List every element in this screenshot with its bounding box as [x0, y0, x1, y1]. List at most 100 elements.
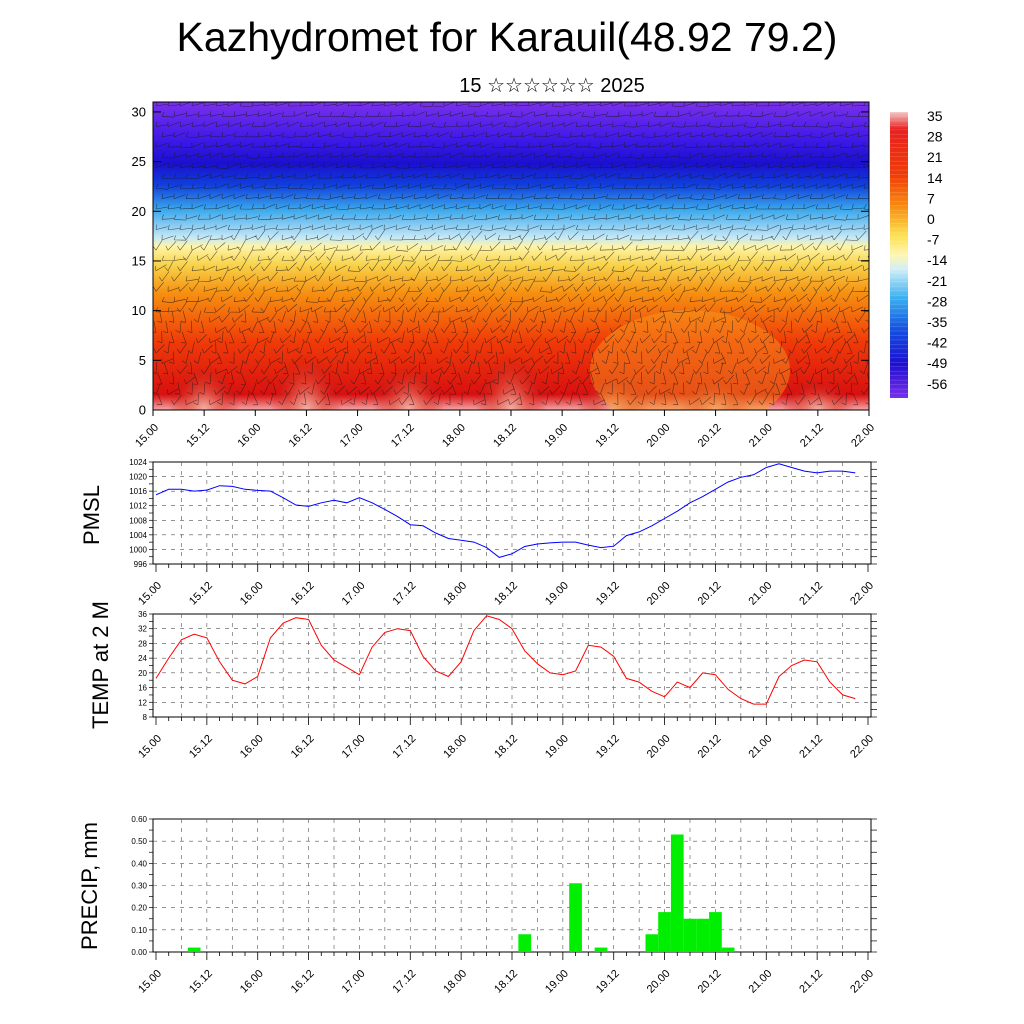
y-axis-label: PMSL [79, 485, 104, 545]
y-axis-label: PRECIP, mm [77, 822, 102, 950]
x-tick-label: 15.12 [187, 733, 215, 761]
y-tick-label: 36 [138, 610, 147, 619]
colorbar-label: 35 [927, 108, 943, 124]
x-tick-label: 20.12 [696, 968, 724, 996]
x-tick-label: 17.00 [338, 422, 366, 450]
x-tick-label: 20.00 [645, 733, 673, 761]
y-tick-label: 28 [138, 639, 147, 648]
x-tick-label: 21.00 [746, 580, 774, 608]
x-tick-label: 15.00 [136, 733, 164, 761]
x-tick-label: 17.12 [390, 968, 418, 996]
x-tick-label: 18.00 [441, 733, 469, 761]
precip-bar [569, 883, 582, 952]
y-tick-label: 0.50 [131, 837, 147, 846]
precip-bar [670, 834, 684, 952]
x-tick-label: 21.12 [797, 580, 825, 608]
cool-tongue [590, 310, 790, 410]
y-tick-label: 1000 [129, 545, 147, 554]
y-tick-label: 15 [132, 253, 146, 268]
y-tick-label: 1012 [129, 502, 147, 511]
colorbar-label: 28 [927, 129, 943, 145]
y-tick-label: 24 [138, 654, 147, 663]
x-tick-label: 19.00 [543, 580, 571, 608]
x-tick-label: 15.00 [136, 968, 164, 996]
y-tick-label: 5 [139, 353, 146, 368]
x-tick-label: 18.00 [440, 422, 468, 450]
x-tick-label: 19.12 [594, 968, 622, 996]
y-tick-label: 10 [132, 303, 146, 318]
colorbar-label: 21 [927, 149, 943, 165]
precip-bar [518, 934, 532, 952]
temperature-wind-cross-section: 0 5 10 15 20 25 30 15.00 15.12 16.00 16.12 17.00 17.… [132, 101, 877, 450]
x-tick-label: 20.00 [645, 968, 673, 996]
x-tick-label: 19.12 [593, 422, 621, 450]
x-tick-label: 16.00 [238, 968, 266, 996]
x-tick-label: 20.12 [696, 422, 724, 450]
y-tick-label: 20 [132, 204, 146, 219]
x-tick-label: 17.12 [390, 580, 418, 608]
y-tick-label: 30 [132, 104, 146, 119]
x-tick-label: 18.00 [441, 580, 469, 608]
warm-core-4 [577, 374, 650, 410]
x-tick-label: 20.00 [645, 580, 673, 608]
warm-core-0 [168, 364, 241, 410]
x-tick-label: 19.12 [594, 733, 622, 761]
precip-bar [683, 918, 697, 952]
colorbar-label: -21 [927, 273, 947, 289]
colorbar-label: 0 [927, 211, 935, 227]
y-tick-label: 0.00 [131, 948, 147, 957]
y-tick-label: 25 [132, 154, 146, 169]
precip-bar [696, 918, 710, 952]
x-tick-label: 17.00 [340, 968, 368, 996]
x-tick-label: 19.00 [543, 733, 571, 761]
x-tick-label: 22.00 [848, 733, 876, 761]
x-tick-label: 21.12 [797, 733, 825, 761]
y-tick-label: 1024 [129, 458, 147, 467]
x-tick-label: 17.12 [390, 733, 418, 761]
pmsl-line [155, 463, 856, 558]
colorbar-label: 7 [927, 190, 935, 206]
x-tick-label: 16.00 [238, 733, 266, 761]
pmsl-panel: 996 1000 1004 1008 1012 1016 1020 1024 15.00 15.1… [79, 458, 877, 608]
y-axis-label: TEMP at 2 M [88, 601, 113, 729]
y-tick-label: 16 [138, 684, 147, 693]
x-tick-label: 18.12 [491, 422, 519, 450]
y-tick-label: 1004 [129, 531, 147, 540]
x-tick-label: 16.00 [235, 422, 263, 450]
y-tick-label: 0.30 [131, 882, 147, 891]
x-tick-label: 22.00 [849, 422, 877, 450]
x-tick-label: 16.00 [238, 580, 266, 608]
x-tick-label: 19.00 [542, 422, 570, 450]
x-tick-label: 21.12 [797, 968, 825, 996]
y-tick-label: 0.10 [131, 926, 147, 935]
x-tick-label: 16.12 [287, 422, 315, 450]
plot-area-fill [153, 102, 869, 410]
x-tick-label: 18.12 [492, 968, 520, 996]
y-tick-label: 20 [138, 669, 147, 678]
x-tick-label: 16.12 [289, 580, 317, 608]
y-tick-label: 0.20 [131, 904, 147, 913]
wind-barb-strokes [153, 102, 869, 406]
x-tick-label: 17.12 [389, 422, 417, 450]
warm-core-5 [679, 379, 752, 410]
precip-bar [645, 934, 659, 952]
precip-panel: 0.00 0.10 0.20 0.30 0.40 0.50 0.60 15.00 15.12 16… [77, 815, 877, 996]
x-tick-label: 22.00 [848, 580, 876, 608]
warm-core-1 [270, 353, 343, 410]
colorbar-label: -7 [927, 232, 940, 248]
y-tick-label: 0 [139, 403, 146, 418]
chart-title: Kazhydromet for Karauil(48.92 79.2) [176, 14, 838, 60]
x-tick-label: 21.00 [746, 968, 774, 996]
x-tick-label: 21.12 [798, 422, 826, 450]
x-tick-label: 17.00 [340, 733, 368, 761]
precip-bar [658, 912, 671, 952]
colorbar-label: -14 [927, 252, 947, 268]
x-tick-label: 19.12 [594, 580, 622, 608]
x-tick-label: 15.12 [184, 422, 212, 450]
precip-bar [594, 947, 608, 952]
x-tick-label: 18.12 [492, 580, 520, 608]
plot-frame [152, 461, 872, 565]
y-tick-label: 0.40 [131, 859, 147, 868]
temp-line [155, 615, 856, 705]
